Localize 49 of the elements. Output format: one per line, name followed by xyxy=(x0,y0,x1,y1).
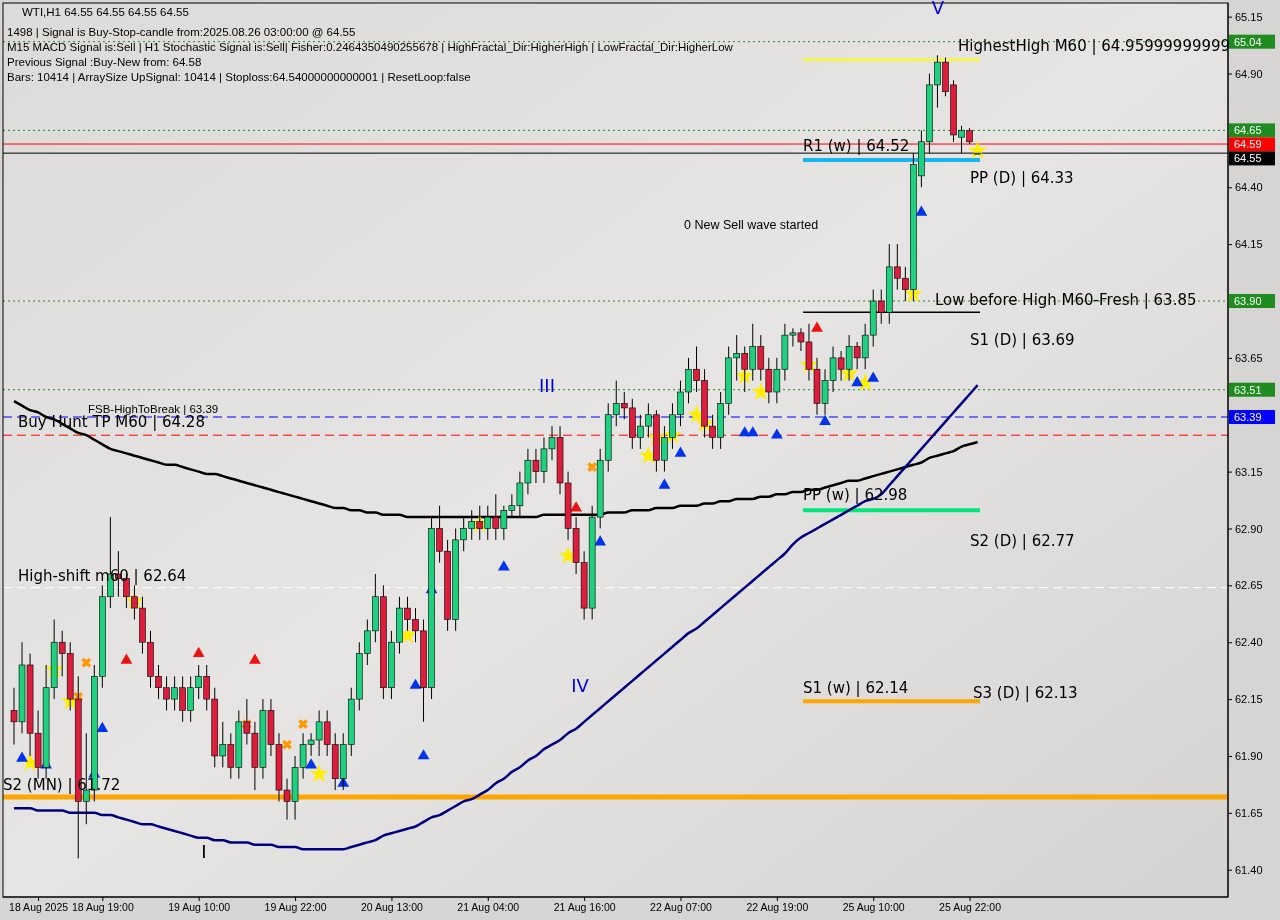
ref-line-label: 65.04 xyxy=(1234,35,1262,48)
x-tick-label: 25 Aug 22:00 xyxy=(939,901,1002,914)
annotation: III xyxy=(539,375,555,396)
y-tick-label: 61.40 xyxy=(1235,863,1263,876)
x-tick-label: 19 Aug 10:00 xyxy=(168,901,231,914)
annotation: S3 (D) | 62.13 xyxy=(973,684,1078,702)
y-tick-label: 62.15 xyxy=(1235,693,1263,706)
annotation: S1 (D) | 63.69 xyxy=(970,331,1075,349)
y-tick-label: 62.65 xyxy=(1235,579,1263,592)
x-tick-label: 18 Aug 2025 xyxy=(9,901,69,914)
ref-line-label: 64.55 xyxy=(1234,152,1262,165)
y-tick-label: 61.90 xyxy=(1235,749,1263,762)
y-tick-label: 61.65 xyxy=(1235,806,1263,819)
annotation: M15 MACD Signal is:Sell | H1 Stochastic Signal is:Sell| Fisher:0.2464350490255678 | HighFractal_Dir:HigherHigh | LowFractal_Dir:HigherLow xyxy=(7,41,734,53)
y-tick-label: 64.15 xyxy=(1235,238,1263,251)
annotation: Previous Signal :Buy-New from: 64.58 xyxy=(7,56,202,68)
annotation: S2 (D) | 62.77 xyxy=(970,532,1075,550)
annotation: I xyxy=(201,841,207,862)
y-tick-label: 65.15 xyxy=(1235,10,1263,23)
x-tick-label: 21 Aug 04:00 xyxy=(457,901,520,914)
annotation: Low before High M60-Fresh | 63.85 xyxy=(935,291,1197,309)
ref-line-label: 63.51 xyxy=(1234,383,1262,396)
y-tick-label: 64.40 xyxy=(1235,181,1263,194)
x-tick-label: 19 Aug 22:00 xyxy=(264,901,327,914)
x-tick-label: 25 Aug 10:00 xyxy=(842,901,905,914)
annotation: V xyxy=(931,0,945,18)
ref-line-label: 63.90 xyxy=(1234,295,1262,307)
annotation: Bars: 10414 | ArraySize UpSignal: 10414 | Stoploss:64.54000000000001 | ResetLoop:false xyxy=(7,71,471,83)
x-tick-label: 22 Aug 07:00 xyxy=(650,901,713,914)
annotation: 1498 | Signal is Buy-Stop-candle from:2025.08.26 03:00:00 @ 64.55 xyxy=(7,26,356,38)
y-tick-label: 64.90 xyxy=(1235,67,1263,80)
annotation: R1 (w) | 64.52 xyxy=(803,136,910,155)
chart-title: WTI,H1 64.55 64.55 64.55 64.55 xyxy=(22,6,189,18)
x-tick-label: 20 Aug 13:00 xyxy=(360,901,424,914)
y-tick-label: 62.40 xyxy=(1235,636,1263,649)
y-tick-label: 62.90 xyxy=(1235,522,1263,535)
y-tick-label: 63.15 xyxy=(1235,465,1263,478)
annotation: IV xyxy=(571,675,590,696)
annotation: FSB-HighToBreak | 63.39 xyxy=(88,403,219,416)
annotation: S1 (w) | 62.14 xyxy=(803,679,909,698)
annotation: 0 New Sell wave started xyxy=(684,218,819,232)
ref-line-label: 64.65 xyxy=(1234,124,1262,137)
x-tick-label: 18 Aug 19:00 xyxy=(71,901,134,914)
x-tick-label: 21 Aug 16:00 xyxy=(553,901,616,914)
annotation: PP (D) | 64.33 xyxy=(970,169,1074,187)
y-tick-label: 63.65 xyxy=(1235,351,1263,364)
ref-line-label: 64.59 xyxy=(1234,138,1262,151)
x-tick-label: 22 Aug 19:00 xyxy=(746,901,809,914)
ref-line-label: 63.39 xyxy=(1234,411,1262,424)
